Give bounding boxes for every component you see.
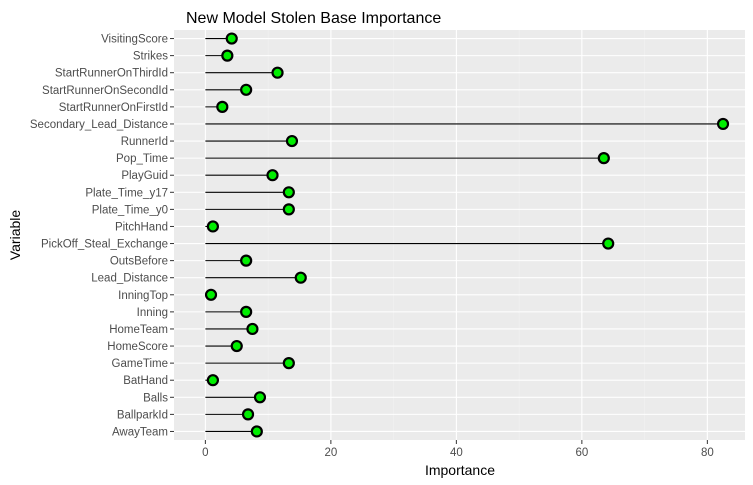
lollipop-point xyxy=(716,117,730,131)
y-tick-label: PickOff_Steal_Exchange xyxy=(41,239,168,251)
lollipop-point xyxy=(250,425,263,438)
y-tick-label: Plate_Time_y17 xyxy=(85,187,168,199)
y-tick-label: GameTime xyxy=(112,358,168,370)
lollipop-point xyxy=(282,203,295,216)
x-tick-label: 80 xyxy=(701,447,714,459)
y-axis: VisitingScore Strikes StartRunnerOnThirdId… xyxy=(30,34,174,438)
y-tick-label: HomeScore xyxy=(107,341,168,353)
lollipop-point xyxy=(204,288,218,301)
x-tick-label: 0 xyxy=(202,447,208,459)
lollipop-point xyxy=(266,169,279,182)
y-tick-label: StartRunnerOnThirdId xyxy=(55,68,168,80)
y-tick-label: VisitingScore xyxy=(101,34,168,46)
lollipop-point xyxy=(240,254,253,267)
lollipop-point xyxy=(206,374,220,387)
lollipop-point xyxy=(294,271,307,284)
x-axis-title: Importance xyxy=(425,462,495,478)
y-tick-label: Strikes xyxy=(133,51,168,63)
y-tick-label: InningTop xyxy=(118,290,168,302)
lollipop-point xyxy=(240,305,253,318)
plot-panel xyxy=(174,30,745,440)
lollipop-point xyxy=(240,83,253,96)
y-tick-label: StartRunnerOnFirstId xyxy=(59,102,168,114)
lollipop-point xyxy=(225,32,238,45)
y-tick-label: AwayTeam xyxy=(112,426,168,438)
y-tick-label: PitchHand xyxy=(115,221,168,233)
y-tick-label: RunnerId xyxy=(121,136,168,148)
x-tick-label: 40 xyxy=(450,447,463,459)
lollipop-point xyxy=(271,66,284,79)
lollipop-point xyxy=(230,339,243,353)
lollipop-point xyxy=(285,134,299,148)
chart-title: New Model Stolen Base Importance xyxy=(186,10,441,27)
lollipop-point xyxy=(597,152,610,165)
lollipop-points xyxy=(204,32,730,438)
x-tick-label: 60 xyxy=(575,447,588,459)
x-axis: 0 20 40 60 80 xyxy=(202,440,714,459)
lollipop-point xyxy=(246,322,259,336)
lollipop-point xyxy=(221,49,234,62)
y-tick-label: OutsBefore xyxy=(110,256,168,268)
y-tick-label: Plate_Time_y0 xyxy=(92,204,168,216)
y-tick-label: Secondary_Lead_Distance xyxy=(30,119,168,131)
y-tick-label: Inning xyxy=(137,307,168,319)
y-tick-label: StartRunnerOnSecondId xyxy=(42,85,168,97)
y-axis-title: Variable xyxy=(7,210,23,261)
lollipop-point xyxy=(253,391,267,404)
lollipop-point xyxy=(602,237,615,250)
lollipop-point xyxy=(282,357,295,370)
lollipop-point xyxy=(206,220,220,233)
y-tick-label: Balls xyxy=(143,392,168,404)
lollipop-point xyxy=(216,100,229,113)
lollipop-point xyxy=(241,408,255,421)
x-tick-label: 20 xyxy=(324,447,337,459)
y-tick-label: Pop_Time xyxy=(116,153,168,165)
lollipop-point xyxy=(282,186,295,199)
y-tick-label: BatHand xyxy=(123,375,168,387)
y-tick-label: HomeTeam xyxy=(109,324,168,336)
y-tick-label: Lead_Distance xyxy=(91,273,168,285)
y-tick-label: BallparkId xyxy=(117,409,168,421)
y-tick-label: PlayGuid xyxy=(121,170,168,182)
